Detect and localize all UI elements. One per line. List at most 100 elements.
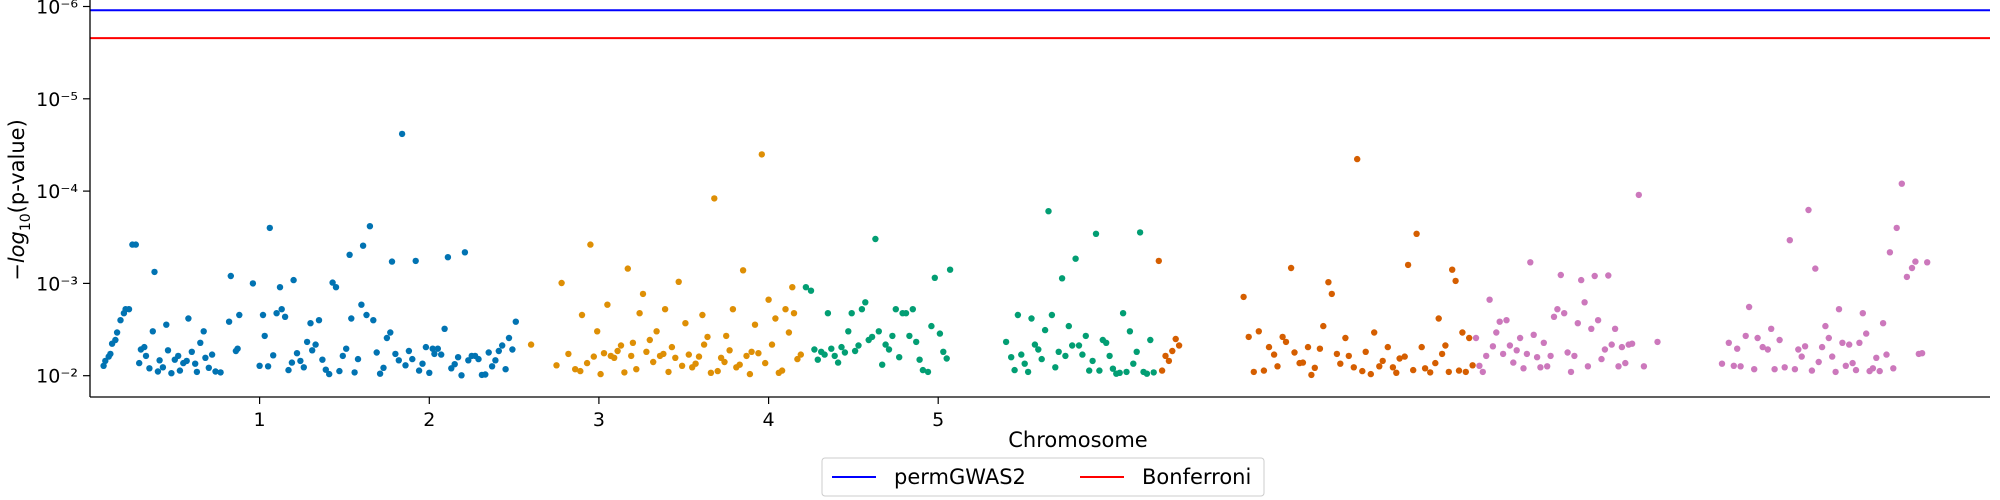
snp-point-chr5-49 [1654, 338, 1661, 346]
snp-point-chr5-68 [1798, 353, 1805, 360]
snp-point-chr3-13 [848, 310, 855, 317]
snp-point-chr5-58 [1754, 334, 1761, 342]
snp-point-chr2-6 [578, 311, 586, 319]
snp-point-chr1-107 [441, 325, 448, 332]
snp-point-chr1-15 [141, 343, 148, 351]
snp-point-chr2-36 [678, 362, 686, 369]
snp-point-chr3-78 [1126, 328, 1134, 335]
snp-point-chr1-34 [193, 368, 201, 376]
snp-point-chr2-16 [614, 347, 621, 355]
snp-point-chr4-0 [1155, 257, 1163, 265]
snp-point-chr3-41 [946, 266, 954, 273]
snp-point-chr4-34 [1359, 367, 1366, 375]
snp-point-chr1-78 [348, 315, 355, 322]
snp-point-chr3-47 [1021, 360, 1028, 367]
snp-point-chr1-76 [343, 345, 350, 352]
snp-point-chr1-88 [380, 364, 387, 371]
snp-point-chr5-22 [1547, 352, 1554, 360]
snp-point-chr4-43 [1396, 355, 1403, 362]
snp-point-chr5-29 [1571, 352, 1578, 360]
snp-point-chr5-64 [1781, 364, 1788, 371]
snp-point-chr1-108 [444, 254, 452, 261]
snp-point-chr4-41 [1389, 364, 1397, 371]
snp-point-chr1-3 [107, 350, 114, 358]
snp-point-chr2-9 [590, 353, 597, 360]
snp-point-chr1-38 [205, 364, 212, 371]
x-tick-label-2: 2 [423, 409, 435, 431]
snp-point-chr2-15 [611, 354, 618, 361]
snp-point-chr3-72 [1106, 352, 1113, 360]
snp-point-chr2-60 [755, 350, 762, 357]
snp-point-chr3-39 [940, 348, 947, 355]
snp-point-chr2-49 [721, 358, 728, 366]
snp-point-chr4-6 [1175, 342, 1183, 349]
snp-point-chr5-92 [1879, 320, 1887, 327]
snp-point-chr2-34 [672, 354, 679, 361]
snp-point-chr4-22 [1308, 371, 1315, 379]
snp-point-chr1-120 [485, 349, 492, 356]
snp-point-chr5-96 [1893, 224, 1900, 232]
y-axis-title: −log10(p-value) [5, 119, 34, 281]
snp-point-chr5-95 [1890, 365, 1897, 372]
snp-point-chr2-7 [583, 359, 591, 367]
snp-point-chr1-61 [293, 350, 301, 357]
snp-point-chr2-21 [629, 339, 637, 346]
snp-point-chr2-25 [643, 348, 650, 355]
snp-point-chr5-44 [1622, 359, 1629, 367]
snp-point-chr1-30 [183, 357, 190, 365]
snp-point-chr1-122 [492, 357, 499, 364]
snp-point-chr5-53 [1734, 345, 1741, 352]
snp-point-chr1-43 [227, 272, 234, 280]
x-tick-label-3: 3 [593, 409, 605, 431]
snp-point-chr2-71 [790, 310, 798, 317]
snp-point-chr1-117 [475, 355, 482, 363]
snp-point-chr5-56 [1745, 303, 1753, 311]
snp-point-chr5-9 [1503, 317, 1510, 324]
snp-point-chr4-59 [1459, 329, 1466, 336]
snp-point-chr3-56 [1052, 364, 1059, 371]
snp-point-chr3-15 [855, 342, 862, 349]
snp-point-chr4-10 [1255, 328, 1263, 335]
snp-point-chr1-123 [495, 347, 502, 355]
snp-point-chr1-57 [281, 313, 289, 320]
snp-point-chr4-57 [1452, 277, 1459, 285]
snp-point-chr4-17 [1287, 264, 1295, 272]
snp-point-chr2-43 [700, 341, 708, 348]
snp-point-chr5-63 [1776, 336, 1783, 344]
snp-point-chr4-40 [1384, 343, 1392, 351]
snp-point-chr1-5 [112, 336, 119, 344]
snp-point-chr1-27 [175, 352, 182, 360]
snp-point-chr1-69 [319, 356, 326, 363]
snp-point-chr2-70 [789, 284, 796, 291]
snp-point-chr5-78 [1832, 368, 1839, 376]
snp-point-chr5-27 [1564, 349, 1571, 356]
snp-point-chr1-77 [346, 251, 353, 258]
snp-point-chr5-98 [1903, 273, 1911, 281]
snp-point-chr4-45 [1404, 261, 1412, 269]
snp-point-chr2-3 [565, 350, 572, 358]
snp-point-chr1-0 [100, 362, 107, 369]
snp-point-chr5-77 [1829, 353, 1836, 360]
snp-point-chr3-6 [824, 310, 832, 317]
snp-point-chr2-23 [636, 310, 643, 317]
snp-point-chr3-50 [1031, 341, 1039, 348]
snp-point-chr3-69 [1096, 367, 1103, 374]
snp-point-chr4-24 [1316, 345, 1324, 352]
snp-point-chr3-53 [1041, 326, 1049, 334]
snp-point-chr5-90 [1873, 354, 1880, 361]
snp-point-chr1-67 [312, 341, 319, 348]
snp-point-chr5-21 [1544, 363, 1551, 370]
snp-point-chr1-71 [326, 370, 333, 378]
snp-point-chr1-92 [392, 350, 399, 358]
snp-point-chr5-25 [1557, 271, 1565, 279]
snp-point-chr1-16 [142, 352, 150, 360]
snp-point-chr3-29 [902, 310, 910, 317]
snp-point-chr1-103 [429, 345, 436, 352]
snp-point-chr5-100 [1912, 258, 1919, 265]
snp-point-chr3-11 [841, 349, 849, 356]
snp-point-chr2-19 [624, 265, 631, 272]
snp-point-chr3-34 [919, 366, 927, 374]
snp-point-chr5-93 [1883, 351, 1890, 358]
snp-point-chr5-69 [1801, 343, 1809, 350]
